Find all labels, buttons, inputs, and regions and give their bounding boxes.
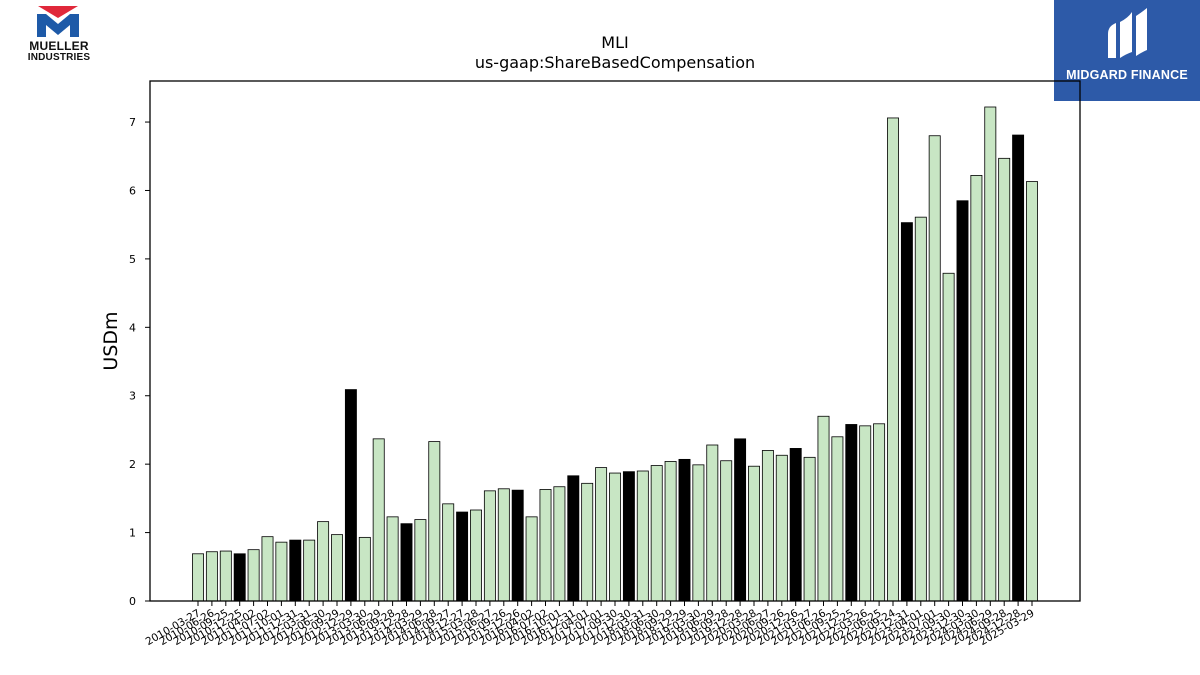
midgard-finance-logo: MIDGARD FINANCE: [1054, 0, 1200, 101]
logo-text-line2: INDUSTRIES: [27, 52, 91, 63]
bar: [581, 482, 594, 602]
logo-text-line1: MUELLER: [29, 39, 89, 53]
y-tick-label: 2: [129, 458, 136, 471]
bar: [775, 454, 788, 602]
bar: [956, 200, 969, 602]
bar: [817, 415, 830, 602]
midgard-finance-wordmark: MIDGARD FINANCE: [1066, 68, 1188, 82]
bar: [636, 470, 649, 602]
bar: [928, 135, 941, 602]
bar: [998, 157, 1011, 602]
bar: [205, 551, 218, 602]
x-axis-ticks: 2010-03-272010-06-262010-09-252010-12-25…: [144, 601, 1037, 648]
bar: [247, 549, 260, 602]
bar: [692, 464, 705, 602]
y-tick-label: 4: [129, 321, 136, 334]
bar: [400, 523, 413, 602]
bar: [567, 475, 580, 602]
y-tick-label: 7: [129, 116, 136, 129]
y-tick-label: 6: [129, 184, 136, 197]
bar: [372, 438, 385, 602]
bar: [289, 539, 302, 602]
bar: [900, 222, 913, 602]
plot-frame: [149, 80, 1081, 602]
bar: [706, 444, 719, 602]
bar: [942, 272, 955, 602]
y-tick-label: 1: [129, 527, 136, 540]
bar: [386, 516, 399, 602]
bar: [720, 460, 733, 602]
bar: [428, 441, 441, 602]
bar: [845, 424, 858, 602]
bar: [748, 465, 760, 602]
mueller-industries-logo: MUELLER INDUSTRIES: [18, 4, 100, 66]
bar: [483, 490, 496, 602]
bar: [511, 489, 524, 602]
bar: [622, 471, 635, 602]
y-tick-label: 0: [129, 595, 136, 608]
bar: [609, 472, 621, 602]
y-tick-label: 5: [129, 253, 136, 266]
bar: [344, 389, 357, 602]
bar: [470, 509, 482, 602]
bar: [761, 450, 774, 602]
bar: [970, 175, 983, 602]
bar: [887, 117, 899, 602]
chart-subtitle: us-gaap:ShareBasedCompensation: [475, 53, 755, 72]
bar: [650, 465, 663, 602]
bar: [831, 436, 844, 602]
bar: [1012, 134, 1025, 602]
bar: [984, 106, 997, 602]
bar: [233, 553, 246, 602]
chart-title: MLI: [601, 33, 628, 52]
bar: [553, 486, 566, 602]
bar: [803, 456, 816, 602]
bar: [317, 521, 330, 602]
midgard-emblem-icon: [1108, 8, 1147, 58]
bar: [664, 461, 677, 602]
y-axis-ticks: 0 1 2 3 4 5 6 7: [129, 116, 150, 608]
bar: [525, 516, 538, 602]
bar: [261, 536, 274, 602]
bar: [303, 539, 316, 602]
bar: [331, 534, 343, 602]
bar: [859, 425, 872, 602]
y-tick-label: 3: [129, 390, 136, 403]
bar: [789, 448, 802, 602]
mueller-m-emblem-icon: [37, 6, 79, 37]
bar: [192, 553, 204, 602]
bar: [275, 541, 288, 602]
bar: [539, 489, 552, 602]
bar: [914, 216, 927, 602]
bar: [497, 488, 510, 602]
bar: [414, 519, 427, 602]
bar: [219, 550, 232, 602]
y-axis-label: USDm: [100, 311, 122, 370]
bar: [1026, 181, 1038, 602]
bar: [442, 503, 455, 602]
bar: [678, 458, 691, 602]
bars-group: [192, 106, 1038, 602]
bar: [358, 536, 371, 602]
bar: [595, 467, 608, 602]
bar: [456, 511, 469, 602]
bar: [734, 438, 747, 602]
bar: [873, 423, 886, 602]
